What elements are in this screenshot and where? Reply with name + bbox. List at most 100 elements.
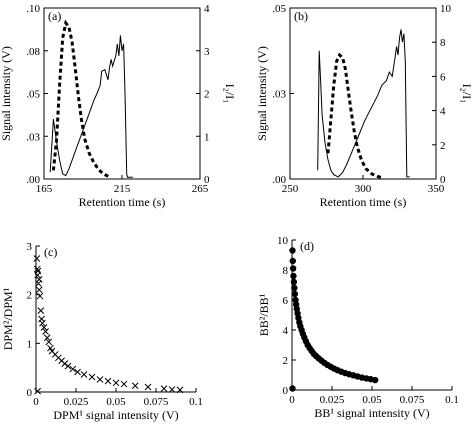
x-marker-stroke xyxy=(104,377,112,385)
x-marker xyxy=(144,383,152,391)
y-tick-label: 0 xyxy=(283,385,289,397)
dot-marker xyxy=(289,265,297,272)
signal-line xyxy=(49,35,133,178)
x-marker-stroke xyxy=(40,323,48,331)
x-marker xyxy=(37,307,45,315)
y-tick-label: 0 xyxy=(27,387,33,399)
x-marker xyxy=(160,385,168,393)
x-marker-stroke xyxy=(35,280,42,287)
y2-tick-label: 1 xyxy=(204,131,210,143)
dot-marker xyxy=(291,284,298,292)
x-marker xyxy=(34,267,42,275)
x-marker-stroke xyxy=(42,328,49,335)
x-marker-stroke xyxy=(176,386,184,394)
y-tick-label: 1 xyxy=(27,338,33,350)
panel-a: 165 215 265 .00 .03 .05 .08 .10 0 1 2 3 4 I₂/I₁ Retent… xyxy=(0,3,237,209)
y-axis-label: Signal intensity (V) xyxy=(255,46,269,141)
y-tick-label: 4 xyxy=(283,325,289,337)
y-tick-label: .10 xyxy=(26,3,40,15)
x-marker-stroke xyxy=(45,338,53,346)
x-marker-stroke xyxy=(112,379,120,387)
y2-tick-label: 4 xyxy=(204,3,210,15)
x-marker-stroke xyxy=(35,286,43,294)
x-tick-label: 0.1 xyxy=(189,396,203,408)
panel-label: (a) xyxy=(48,9,61,23)
x-tick-label: 0.075 xyxy=(400,394,425,406)
y-tick-label: 10 xyxy=(277,235,289,247)
x-marker-stroke xyxy=(69,365,77,373)
x-marker xyxy=(176,386,184,394)
dot-marker xyxy=(289,257,296,265)
x-marker xyxy=(168,386,176,393)
y2-tick-label: 6 xyxy=(440,71,446,83)
ratio-dashed-line xyxy=(326,52,384,180)
y2-tick-label: 8 xyxy=(440,37,446,49)
x-axis-label: BB¹ signal intensity (V) xyxy=(314,406,429,420)
x-marker xyxy=(69,365,77,373)
x-marker xyxy=(40,323,48,331)
x-tick-label: 0.075 xyxy=(144,396,169,408)
y2-axis-label: I₂/I₁ xyxy=(223,84,237,104)
x-marker xyxy=(74,368,81,376)
y-tick-label: 2 xyxy=(27,290,33,302)
x-marker xyxy=(35,276,43,283)
x-marker xyxy=(39,319,46,327)
x-marker-stroke xyxy=(168,386,176,393)
y-tick-label: .05 xyxy=(26,89,40,101)
ratio-dashed-line xyxy=(51,19,111,179)
y-axis-label: BB²/BB¹ xyxy=(257,293,271,336)
x-marker xyxy=(120,380,128,388)
panel-label: (c) xyxy=(44,245,57,259)
panel-c: 0 0.025 0.05 0.075 0.1 0 1 2 3 DPM¹ signal intens… xyxy=(1,241,203,422)
x-axis-label: DPM¹ signal intensity (V) xyxy=(53,408,178,422)
dot-marker xyxy=(290,272,297,280)
y2-tick-label: 2 xyxy=(440,140,446,152)
x-marker xyxy=(112,379,120,387)
x-marker xyxy=(80,371,88,378)
x-marker-stroke xyxy=(35,276,43,283)
signal-line xyxy=(317,29,410,178)
y2-tick-label: 2 xyxy=(204,89,210,101)
dot-marker xyxy=(289,385,296,392)
x-tick-label: 350 xyxy=(428,183,445,195)
x-marker-stroke xyxy=(39,319,46,327)
x-marker-stroke xyxy=(34,267,42,275)
y-tick-label: 2 xyxy=(283,355,289,367)
dot-marker xyxy=(372,376,379,384)
dot-marker xyxy=(289,247,296,254)
y2-tick-label: 3 xyxy=(204,46,210,58)
x-marker-stroke xyxy=(74,368,81,376)
x-marker-stroke xyxy=(64,362,72,370)
x-tick-label: 300 xyxy=(355,183,372,195)
x-tick-label: 0 xyxy=(289,394,295,406)
x-tick-label: 165 xyxy=(36,183,53,195)
x-marker xyxy=(88,373,96,381)
x-marker xyxy=(104,377,112,385)
y-tick-label: .03 xyxy=(272,89,286,101)
y2-tick-label: 4 xyxy=(440,106,446,118)
dot-marker xyxy=(291,290,299,298)
x-tick-label: 0.025 xyxy=(64,396,89,408)
x-axis-label: Retention time (s) xyxy=(79,195,166,209)
y-tick-label: .03 xyxy=(26,131,40,143)
x-tick-label: 0.025 xyxy=(320,394,345,406)
x-marker-stroke xyxy=(51,351,59,358)
x-marker-stroke xyxy=(131,382,139,390)
x-marker xyxy=(64,362,72,370)
x-marker-stroke xyxy=(47,344,54,352)
x-marker-stroke xyxy=(160,385,168,393)
x-tick-label: 265 xyxy=(192,183,209,195)
x-marker-stroke xyxy=(55,354,62,362)
x-marker xyxy=(131,382,139,390)
x-marker-stroke xyxy=(37,307,45,315)
y-tick-label: .00 xyxy=(272,174,286,186)
x-marker-stroke xyxy=(120,380,128,388)
x-marker xyxy=(43,334,51,342)
y-tick-label: 8 xyxy=(283,265,289,277)
x-tick-label: 250 xyxy=(282,183,299,195)
x-marker-stroke xyxy=(144,383,152,391)
y2-tick-label: 0 xyxy=(440,174,446,186)
panel-label: (d) xyxy=(300,239,314,253)
x-marker xyxy=(33,265,41,273)
